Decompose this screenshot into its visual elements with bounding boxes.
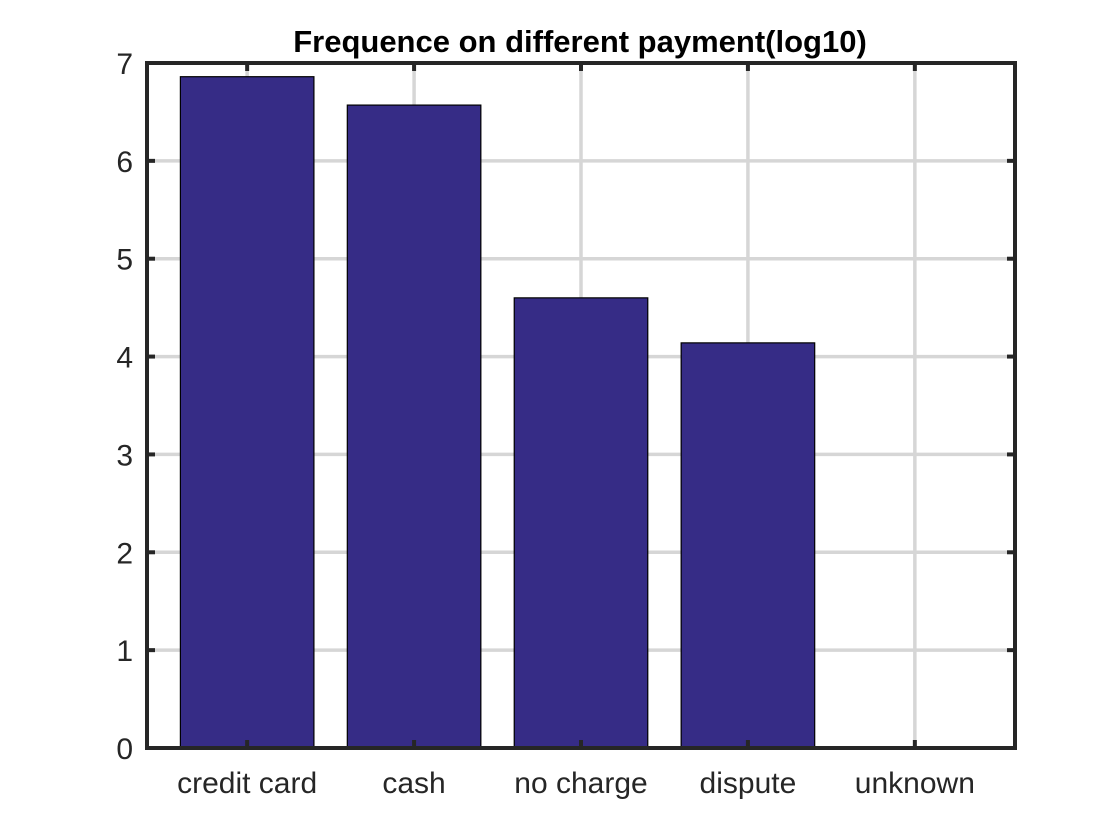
y-tick-label: 6 (116, 146, 133, 179)
y-tick-label: 3 (116, 439, 133, 472)
y-tick-label: 4 (116, 342, 133, 375)
bar-cash (346, 104, 482, 749)
y-tick-label: 0 (116, 733, 133, 766)
y-tick-labels: 0 1 2 3 4 5 6 7 (116, 48, 133, 766)
bar-credit-card (179, 76, 315, 749)
x-tick-label: unknown (855, 767, 975, 800)
bar-no-charge (513, 297, 649, 749)
x-tick-label: cash (382, 767, 445, 800)
y-tick-label: 7 (116, 48, 133, 81)
x-tick-label: credit card (177, 767, 317, 800)
bars (179, 76, 816, 749)
bar-dispute (680, 342, 816, 749)
x-tick-label: dispute (700, 767, 797, 800)
x-tick-labels: credit card cash no charge dispute unknown (177, 767, 975, 800)
y-tick-label: 2 (116, 537, 133, 570)
x-tick-label: no charge (514, 767, 647, 800)
y-tick-label: 5 (116, 244, 133, 277)
chart-title: Frequence on different payment(log10) (293, 24, 867, 59)
y-tick-label: 1 (116, 635, 133, 668)
axes (145, 61, 1017, 750)
